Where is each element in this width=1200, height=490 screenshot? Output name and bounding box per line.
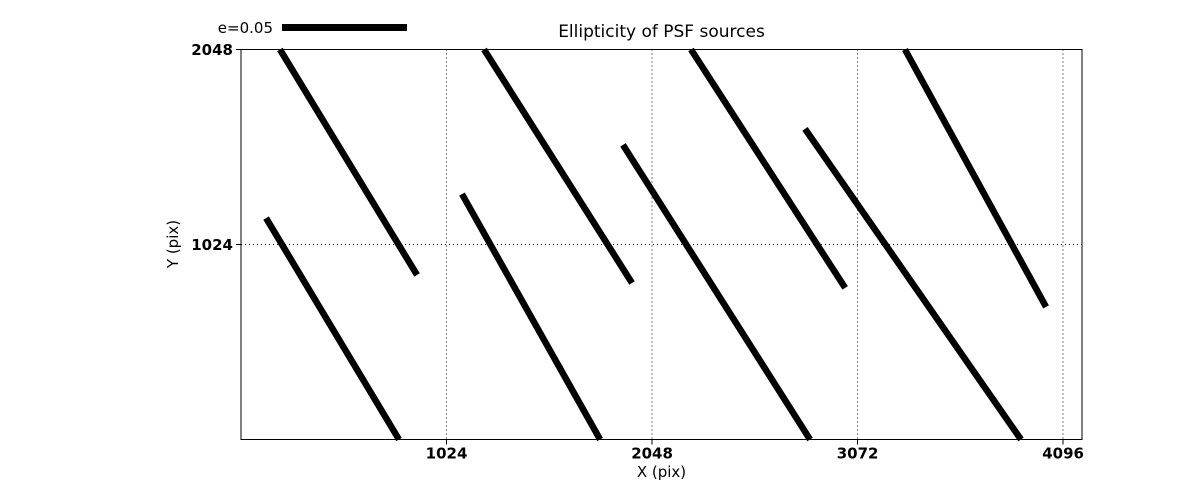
ellipticity-whisker [802, 127, 1024, 442]
x-tick-label: 4096 [1042, 445, 1084, 463]
y-tick-label: 1024 [191, 236, 233, 254]
ellipticity-whisker [620, 143, 813, 442]
x-tick-label: 2048 [631, 445, 673, 463]
ellipticity-whisker [459, 192, 603, 442]
legend-scale-bar [282, 24, 407, 31]
legend-label: e=0.05 [217, 19, 273, 37]
ellipticity-whisker [688, 47, 848, 290]
x-tick-label: 1024 [426, 445, 468, 463]
x-tick-label: 3072 [837, 445, 879, 463]
ellipticity-whisker [481, 47, 635, 285]
ellipticity-whisker [902, 47, 1049, 309]
ellipticity-whisker [277, 47, 420, 277]
y-tick-label: 2048 [191, 41, 233, 59]
ellipticity-whisker [263, 216, 402, 442]
chart-title: Ellipticity of PSF sources [558, 22, 765, 42]
x-axis-label: X (pix) [636, 463, 687, 481]
